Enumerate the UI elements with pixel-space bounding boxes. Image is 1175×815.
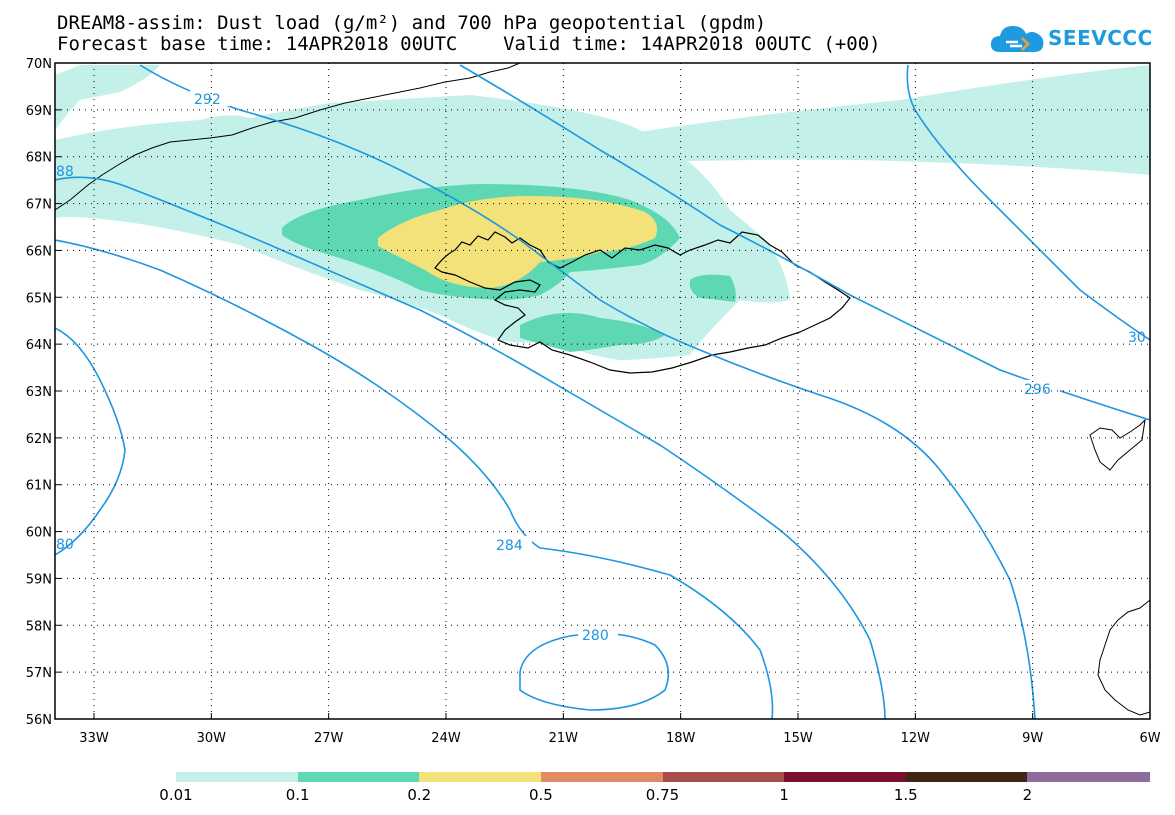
map-subtitle: Forecast base time: 14APR2018 00UTC Vali… <box>57 33 881 55</box>
dust-area-high <box>378 196 658 288</box>
logo-text: SEEVCCC <box>1048 26 1153 50</box>
greenland-coastline <box>55 63 521 211</box>
latitude-label: 70N <box>26 57 52 72</box>
logo: SEEVCCC <box>988 18 1152 58</box>
latitude-label: 56N <box>26 713 52 728</box>
cloud-logo-icon <box>990 26 1044 52</box>
faroe-coastline <box>1089 418 1146 471</box>
latitude-label: 57N <box>26 666 52 681</box>
latitude-label: 68N <box>26 151 52 166</box>
longitude-label: 18W <box>666 731 696 746</box>
longitude-label: 12W <box>901 731 931 746</box>
longitude-label: 15W <box>783 731 813 746</box>
dust-area-low <box>560 65 1150 175</box>
color-legend <box>176 772 1150 782</box>
dust-area-low <box>55 65 160 130</box>
gridlines <box>55 63 1150 719</box>
contour-label-284: 284 <box>496 538 523 554</box>
latitude-label: 69N <box>26 104 52 119</box>
longitude-label: 30W <box>197 731 227 746</box>
geopotential-contours <box>55 64 1150 719</box>
latitude-label: 67N <box>26 198 52 213</box>
latitude-label: 63N <box>26 385 52 400</box>
legend-value: 1 <box>779 786 789 804</box>
legend-color-box <box>540 772 663 782</box>
legend-color-box <box>784 772 907 782</box>
dust-area-mid <box>520 312 665 352</box>
legend-value: 1.5 <box>893 786 918 804</box>
contour-label-292: 292 <box>194 92 221 108</box>
map-title: DREAM8-assim: Dust load (g/m²) and 700 h… <box>57 12 767 34</box>
legend-value: 2 <box>1022 786 1033 804</box>
longitude-label: 6W <box>1139 731 1160 746</box>
latitude-labels: 70N 69N 68N 67N 66N 65N 64N 63N 62N 61N 60N 59N 58N 5… <box>26 57 52 728</box>
longitude-label: 27W <box>314 731 344 746</box>
latitude-label: 60N <box>26 526 52 541</box>
latitude-label: 66N <box>26 244 52 259</box>
latitude-label: 65N <box>26 291 52 306</box>
longitude-label: 9W <box>1022 731 1043 746</box>
legend-color-box <box>419 772 542 782</box>
contour-line <box>55 176 886 719</box>
legend-value: 0.1 <box>285 786 310 804</box>
contour-line <box>55 239 774 719</box>
legend-color-box <box>662 772 785 782</box>
contour-label-280-west: 80 <box>56 537 74 553</box>
legend-color-box <box>1027 772 1150 782</box>
longitude-label: 24W <box>431 731 461 746</box>
latitude-label: 62N <box>26 432 52 447</box>
contour-line <box>519 632 670 711</box>
legend-color-box <box>176 772 299 782</box>
dust-area-mid <box>689 274 736 302</box>
legend-value: 0.01 <box>159 786 193 804</box>
longitude-label: 21W <box>549 731 579 746</box>
longitude-labels: 33W 30W 27W 24W 21W 18W 15W 12W 9W 6W <box>79 731 1160 746</box>
latitude-label: 61N <box>26 479 52 494</box>
legend-color-box <box>905 772 1028 782</box>
legend-value: 0.75 <box>645 786 680 804</box>
latitude-label: 59N <box>26 572 52 587</box>
axis-ticks <box>55 62 1151 720</box>
contour-label-300: 30 <box>1128 330 1146 346</box>
legend-value: 0.2 <box>407 786 432 804</box>
contour-label-280: 280 <box>582 628 609 644</box>
contour-line <box>139 64 1036 719</box>
contour-label-296: 296 <box>1024 382 1051 398</box>
latitude-label: 58N <box>26 619 52 634</box>
contour-line <box>906 64 1150 341</box>
legend-value: 0.5 <box>528 786 553 804</box>
scotland-coastline <box>1097 599 1150 716</box>
latitude-label: 64N <box>26 338 52 353</box>
contour-line <box>459 64 1150 421</box>
contour-label-288: 88 <box>56 164 74 180</box>
longitude-label: 33W <box>79 731 109 746</box>
legend-color-box <box>297 772 420 782</box>
contour-line <box>55 327 126 556</box>
